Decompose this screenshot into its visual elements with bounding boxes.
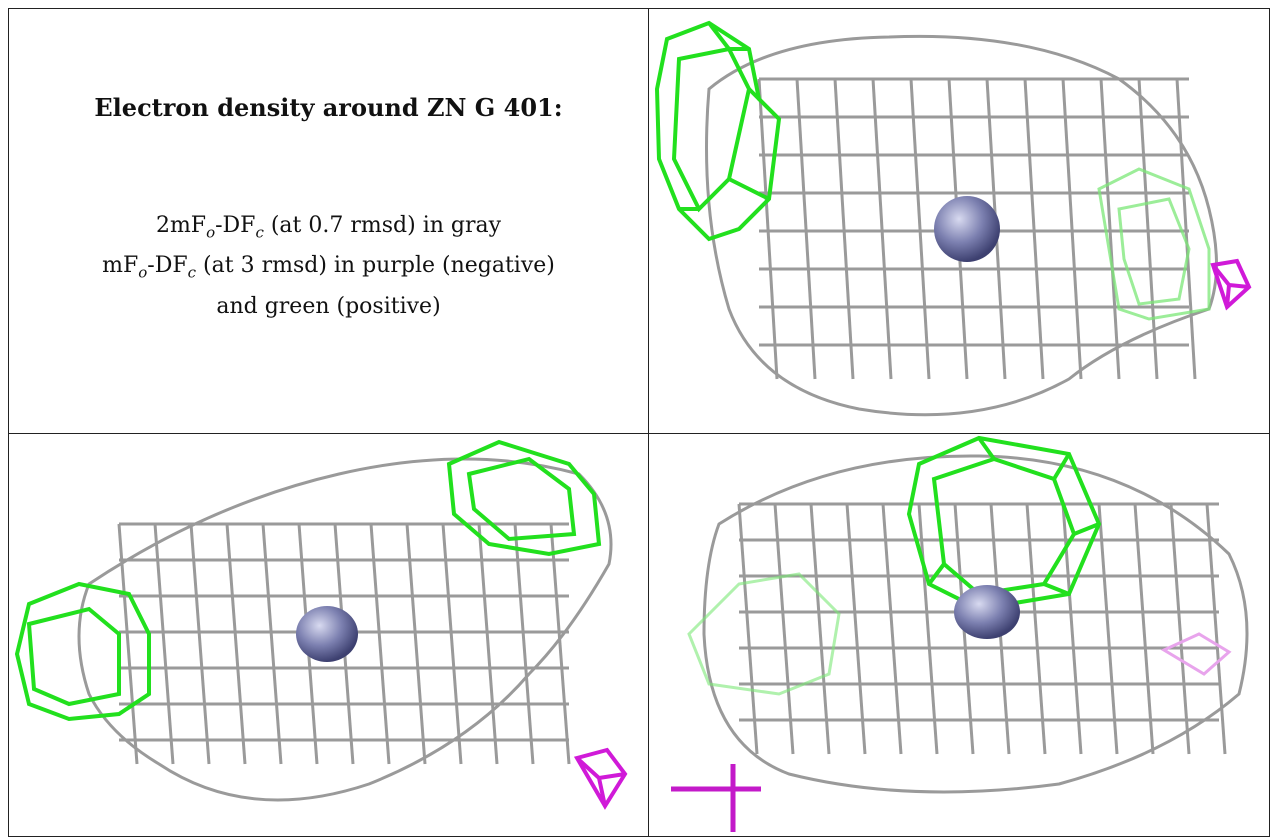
mesh-line [871,78,893,380]
mesh-line [117,523,139,765]
gray-density-mesh [77,457,613,802]
mesh-line [549,523,571,765]
mesh-line [261,523,283,765]
mesh-line [1169,503,1191,755]
mesh-line [225,523,247,765]
mesh-line [1205,503,1227,755]
mesh-line [1137,78,1159,380]
zinc-atom [934,196,1000,262]
negative-density-blob [573,747,628,810]
view-top-right [649,9,1269,433]
mesh-line [369,523,391,765]
legend-line-3: and green (positive) [216,293,441,319]
mesh-line [795,78,817,380]
mesh-line [1097,503,1119,755]
negative-density-blob-faint [1160,632,1232,676]
mesh-line [1025,503,1047,755]
mesh-line [809,503,831,755]
mesh-line [1061,78,1083,380]
zinc-atom [954,585,1020,639]
mesh-line [189,523,211,765]
vertical-divider [648,8,649,837]
mesh-line [153,523,175,765]
caption-legend: 2mFo-DFc (at 0.7 rmsd) in gray mFo-DFc (… [9,209,648,324]
legend-line-2: mFo-DFc (at 3 rmsd) in purple (negative) [102,253,555,282]
mesh-line [773,503,795,755]
mesh-line [737,503,759,755]
mesh-line [405,523,427,765]
mesh-line [845,503,867,755]
mesh-line [757,78,779,380]
axis-cross-icon [671,764,761,832]
caption-panel: Electron density around ZN G 401: 2mFo-D… [9,9,648,433]
mesh-line [881,503,903,755]
horizontal-divider [8,433,1270,434]
mesh-line [477,523,499,765]
caption-title: Electron density around ZN G 401: [94,93,563,122]
mesh-line [1175,78,1197,380]
legend-line-1: 2mFo-DFc (at 0.7 rmsd) in gray [155,213,502,242]
density-view-svg [654,20,1252,417]
mesh-line [1099,78,1121,380]
mesh-line [917,503,939,755]
positive-density-blob [14,439,602,722]
mesh-line [1133,503,1155,755]
mesh-line [441,523,463,765]
mesh-line [909,78,931,380]
density-view-svg [671,435,1249,832]
zinc-atom [296,606,358,662]
density-view-svg [14,439,628,810]
view-bottom-left [9,434,648,836]
negative-density-blob [1210,258,1252,311]
mesh-line [833,78,855,380]
positive-density-blob [906,435,1102,612]
mesh-line [513,523,535,765]
positive-density-blob [654,20,782,242]
positive-density-blob-faint [1097,167,1211,321]
view-bottom-right [649,434,1269,836]
mesh-line [1023,78,1045,380]
positive-density-blob-faint [687,572,841,696]
